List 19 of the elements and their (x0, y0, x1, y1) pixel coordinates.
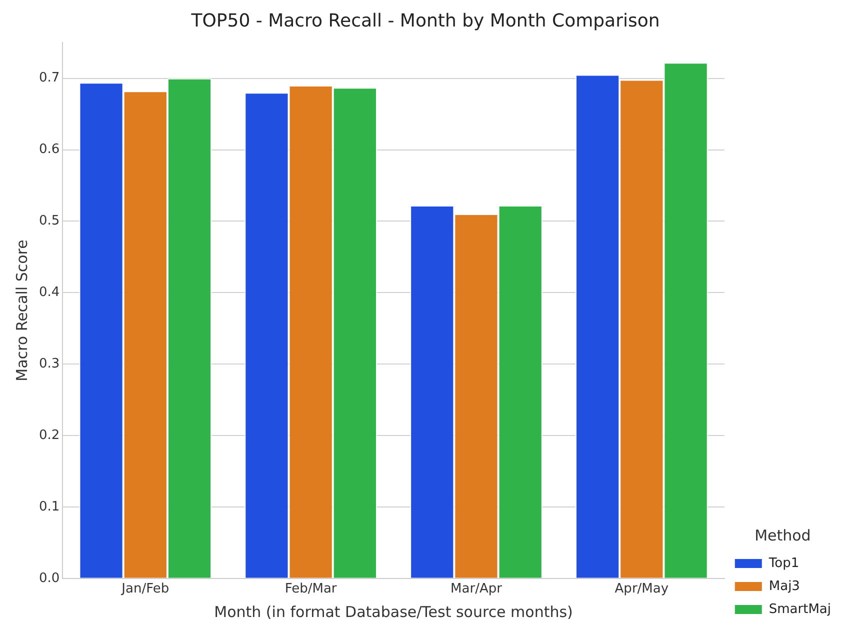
legend-title: Method (754, 526, 811, 544)
x-tick-label: Apr/May (614, 582, 669, 597)
y-tick-label: 0.0 (38, 570, 60, 586)
y-tick-label: 0.7 (38, 70, 60, 86)
x-tick-label: Mar/Apr (450, 582, 503, 597)
legend-label: Top1 (768, 556, 800, 571)
y-tick-label: 0.3 (38, 356, 60, 372)
x-tick-label: Feb/Mar (284, 582, 338, 597)
y-tick-label: 0.5 (38, 214, 60, 229)
chart-title: TOP50 - Macro Recall - Month by Month Comparison (190, 10, 660, 32)
y-tick-label: 0.2 (38, 428, 60, 443)
y-axis-title: Macro Recall Score (12, 240, 31, 382)
x-tick-label: Jan/Feb (120, 582, 170, 597)
y-tick-label: 0.4 (38, 285, 60, 300)
x-axis-title: Month (in format Database/Test source months) (214, 602, 573, 621)
y-tick-label: 0.6 (38, 142, 60, 158)
legend-label: Maj3 (768, 578, 800, 594)
legend-label: SmartMaj (768, 602, 832, 617)
y-tick-label: 0.1 (38, 499, 60, 514)
